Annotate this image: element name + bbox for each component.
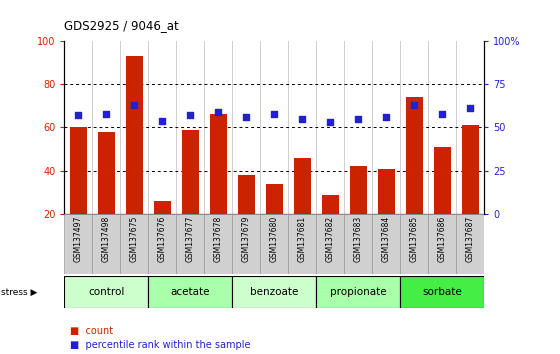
Bar <box>204 214 232 274</box>
Bar <box>322 195 339 214</box>
Bar <box>126 56 143 214</box>
Text: GSM137684: GSM137684 <box>382 216 391 262</box>
Text: ■  count: ■ count <box>70 326 113 336</box>
Bar <box>400 276 484 308</box>
Point <box>410 102 419 108</box>
Bar <box>148 214 176 274</box>
Point <box>130 102 139 108</box>
Point <box>270 111 279 116</box>
Bar <box>120 214 148 274</box>
Text: GSM137497: GSM137497 <box>74 216 83 262</box>
Bar <box>98 132 115 214</box>
Bar <box>316 276 400 308</box>
Text: benzoate: benzoate <box>250 287 298 297</box>
Text: GSM137683: GSM137683 <box>354 216 363 262</box>
Bar <box>64 214 92 274</box>
Point <box>214 109 223 115</box>
Bar <box>232 276 316 308</box>
Text: GSM137677: GSM137677 <box>186 216 195 262</box>
Bar <box>288 214 316 274</box>
Bar <box>428 214 456 274</box>
Bar <box>182 130 199 214</box>
Bar <box>64 276 148 308</box>
Bar <box>406 97 423 214</box>
Text: GSM137679: GSM137679 <box>242 216 251 262</box>
Bar <box>456 214 484 274</box>
Point <box>354 116 363 122</box>
Text: GSM137675: GSM137675 <box>130 216 139 262</box>
Text: GSM137681: GSM137681 <box>298 216 307 262</box>
Bar <box>176 214 204 274</box>
Bar <box>92 214 120 274</box>
Point <box>186 113 195 118</box>
Point <box>382 114 391 120</box>
Bar <box>350 166 367 214</box>
Text: GSM137687: GSM137687 <box>466 216 475 262</box>
Bar <box>372 214 400 274</box>
Text: GSM137680: GSM137680 <box>270 216 279 262</box>
Bar <box>266 184 283 214</box>
Bar <box>210 114 227 214</box>
Bar <box>232 214 260 274</box>
Point <box>298 116 307 122</box>
Point <box>326 119 335 125</box>
Text: GSM137682: GSM137682 <box>326 216 335 262</box>
Text: GSM137685: GSM137685 <box>410 216 419 262</box>
Text: sorbate: sorbate <box>423 287 462 297</box>
Text: ■  percentile rank within the sample: ■ percentile rank within the sample <box>70 340 250 350</box>
Point <box>438 111 447 116</box>
Bar <box>238 175 255 214</box>
Bar <box>260 214 288 274</box>
Bar <box>70 127 87 214</box>
Text: GSM137686: GSM137686 <box>438 216 447 262</box>
Text: GSM137678: GSM137678 <box>214 216 223 262</box>
Text: GSM137676: GSM137676 <box>158 216 167 262</box>
Point <box>242 114 251 120</box>
Bar <box>344 214 372 274</box>
Text: stress ▶: stress ▶ <box>1 287 38 297</box>
Bar <box>154 201 171 214</box>
Text: control: control <box>88 287 124 297</box>
Point <box>102 111 111 116</box>
Point <box>466 105 475 111</box>
Bar <box>434 147 451 214</box>
Bar <box>316 214 344 274</box>
Text: propionate: propionate <box>330 287 387 297</box>
Bar <box>462 125 479 214</box>
Text: acetate: acetate <box>171 287 210 297</box>
Text: GDS2925 / 9046_at: GDS2925 / 9046_at <box>64 19 179 32</box>
Bar <box>378 169 395 214</box>
Text: GSM137498: GSM137498 <box>102 216 111 262</box>
Bar <box>148 276 232 308</box>
Point <box>74 113 83 118</box>
Bar <box>294 158 311 214</box>
Bar <box>400 214 428 274</box>
Point <box>158 118 167 123</box>
